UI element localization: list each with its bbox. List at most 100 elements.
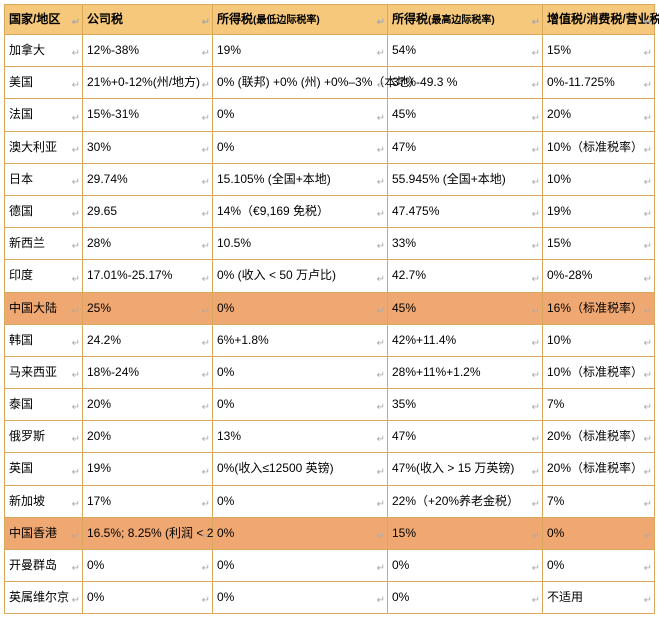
table-row: 泰国↵20%↵0%↵35%↵7%↵ — [5, 389, 655, 421]
paragraph-mark-icon: ↵ — [532, 400, 540, 416]
col-header-corp-tax: 公司税↵ — [83, 5, 213, 35]
cell-text: 0%-11.725% — [547, 75, 615, 89]
paragraph-mark-icon: ↵ — [532, 593, 540, 609]
cell-text: 6%+1.8% — [217, 333, 269, 347]
paragraph-mark-icon: ↵ — [644, 16, 652, 30]
table-cell: 25%↵ — [83, 292, 213, 324]
cell-text: 英属维尔京 — [9, 590, 69, 604]
table-row: 新西兰↵28%↵10.5%↵33%↵15%↵ — [5, 228, 655, 260]
cell-text: 45% — [392, 301, 416, 315]
table-cell: 0%↵ — [543, 517, 655, 549]
table-cell: 0%↵ — [213, 292, 388, 324]
paragraph-mark-icon: ↵ — [202, 78, 210, 94]
table-cell: 美国 ↵ — [5, 67, 83, 99]
cell-text: 10%（标准税率） — [547, 365, 643, 379]
table-cell: 0%↵ — [213, 582, 388, 614]
paragraph-mark-icon: ↵ — [202, 529, 210, 545]
cell-text: 7% — [547, 494, 564, 508]
paragraph-mark-icon: ↵ — [72, 400, 80, 416]
table-cell: 0% (联邦) +0% (州) +0%–3%（本地）↵ — [213, 67, 388, 99]
paragraph-mark-icon: ↵ — [644, 272, 652, 288]
paragraph-mark-icon: ↵ — [72, 304, 80, 320]
paragraph-mark-icon: ↵ — [644, 465, 652, 481]
table-cell: 20%↵ — [543, 99, 655, 131]
table-cell: 15%↵ — [543, 228, 655, 260]
cell-text: 21%+0-12%(州/地方) — [87, 75, 200, 89]
table-cell: 德国↵ — [5, 195, 83, 227]
table-cell: 16.5%; 8.25% (利润 < 200 万港元)↵ — [83, 517, 213, 549]
table-cell: 0%↵ — [213, 517, 388, 549]
cell-text: 47% — [392, 140, 416, 154]
cell-text: 0% — [217, 140, 234, 154]
cell-text: 30% — [87, 140, 111, 154]
cell-text: 新加坡 — [9, 494, 45, 508]
paragraph-mark-icon: ↵ — [532, 561, 540, 577]
table-cell: 韩国↵ — [5, 324, 83, 356]
table-row: 印度↵17.01%-25.17%↵0% (收入 < 50 万卢比)↵42.7%↵… — [5, 260, 655, 292]
table-row: 法国↵15%-31%↵0%↵45%↵20%↵ — [5, 99, 655, 131]
paragraph-mark-icon: ↵ — [644, 432, 652, 448]
cell-text: 0% — [547, 558, 564, 572]
paragraph-mark-icon: ↵ — [377, 304, 385, 320]
table-cell: 20%（标准税率）↵ — [543, 453, 655, 485]
cell-text: 54% — [392, 43, 416, 57]
paragraph-mark-icon: ↵ — [532, 272, 540, 288]
cell-text: 15% — [547, 43, 571, 57]
table-cell: 6%+1.8%↵ — [213, 324, 388, 356]
cell-text: 20%（标准税率） — [547, 461, 643, 475]
table-cell: 0%↵ — [213, 389, 388, 421]
cell-text: 中国香港 — [9, 526, 57, 540]
cell-text: 美国 — [9, 75, 33, 89]
table-cell: 0%↵ — [213, 485, 388, 517]
col-header-income-min: 所得税(最低边际税率)↵ — [213, 5, 388, 35]
paragraph-mark-icon: ↵ — [377, 175, 385, 191]
paragraph-mark-icon: ↵ — [532, 143, 540, 159]
table-cell: 英属维尔京↵ — [5, 582, 83, 614]
cell-text: 16%（标准税率） — [547, 301, 643, 315]
paragraph-mark-icon: ↵ — [72, 78, 80, 94]
table-cell: 泰国↵ — [5, 389, 83, 421]
paragraph-mark-icon: ↵ — [644, 400, 652, 416]
paragraph-mark-icon: ↵ — [72, 207, 80, 223]
table-cell: 22%（+20%养老金税）↵ — [388, 485, 543, 517]
paragraph-mark-icon: ↵ — [532, 239, 540, 255]
paragraph-mark-icon: ↵ — [644, 368, 652, 384]
paragraph-mark-icon: ↵ — [72, 593, 80, 609]
table-cell: 47.475%↵ — [388, 195, 543, 227]
table-cell: 新西兰↵ — [5, 228, 83, 260]
table-cell: 42%+11.4%↵ — [388, 324, 543, 356]
paragraph-mark-icon: ↵ — [202, 111, 210, 127]
cell-text: 45% — [392, 107, 416, 121]
cell-text: 印度 — [9, 268, 33, 282]
tax-rate-table: 国家/地区↵ 公司税↵ 所得税(最低边际税率)↵ 所得税(最高边际税率)↵ 增值… — [4, 4, 655, 614]
cell-text: 28%+11%+1.2% — [392, 365, 481, 379]
table-cell: 澳大利亚↵ — [5, 131, 83, 163]
cell-text: 20% — [87, 429, 111, 443]
col-header-vat: 增值税/消费税/营业税↵ — [543, 5, 655, 35]
cell-text: 0% — [217, 526, 234, 540]
paragraph-mark-icon: ↵ — [532, 46, 540, 62]
table-cell: 28%↵ — [83, 228, 213, 260]
paragraph-mark-icon: ↵ — [72, 529, 80, 545]
cell-text: 15%-31% — [87, 107, 139, 121]
table-cell: 0%↵ — [83, 582, 213, 614]
col-header-income-max: 所得税(最高边际税率)↵ — [388, 5, 543, 35]
table-cell: 16%（标准税率）↵ — [543, 292, 655, 324]
table-cell: 19%↵ — [213, 35, 388, 67]
paragraph-mark-icon: ↵ — [202, 593, 210, 609]
table-cell: 0%↵ — [213, 131, 388, 163]
table-body: 加拿大↵12%-38%↵19%↵54%↵15%↵美国↵21%+0-12%(州/地… — [5, 35, 655, 614]
paragraph-mark-icon: ↵ — [202, 143, 210, 159]
cell-text: 42%+11.4% — [392, 333, 456, 347]
table-cell: 55.945% (全国+本地)↵ — [388, 163, 543, 195]
paragraph-mark-icon: ↵ — [532, 207, 540, 223]
cell-text: 24.2% — [87, 333, 121, 347]
table-row: 澳大利亚↵30%↵0%↵47%↵10%（标准税率）↵ — [5, 131, 655, 163]
col-header-country: 国家/地区↵ — [5, 5, 83, 35]
table-row: 中国大陆↵25%↵0%↵45%↵16%（标准税率）↵ — [5, 292, 655, 324]
cell-text: 0% — [217, 397, 234, 411]
table-cell: 中国大陆↵ — [5, 292, 83, 324]
table-cell: 30% ↵ — [83, 131, 213, 163]
paragraph-mark-icon: ↵ — [72, 111, 80, 127]
table-cell: 10%↵ — [543, 163, 655, 195]
